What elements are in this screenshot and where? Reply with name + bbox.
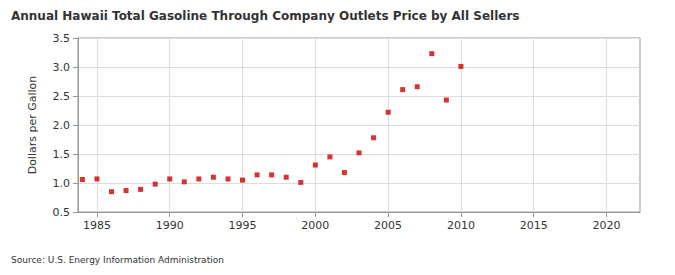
svg-text:2020: 2020: [593, 219, 621, 232]
svg-text:1990: 1990: [156, 219, 184, 232]
svg-text:1985: 1985: [83, 219, 111, 232]
svg-text:Annual Hawaii Total Gasoline T: Annual Hawaii Total Gasoline Through Com…: [11, 9, 519, 23]
svg-text:2000: 2000: [301, 219, 329, 232]
svg-text:3.5: 3.5: [53, 32, 71, 45]
svg-text:0.5: 0.5: [53, 206, 71, 219]
svg-text:2.0: 2.0: [53, 119, 71, 132]
svg-text:Dollars per Gallon: Dollars per Gallon: [26, 76, 39, 175]
svg-text:3.0: 3.0: [53, 61, 71, 74]
svg-text:2010: 2010: [447, 219, 475, 232]
svg-text:2005: 2005: [374, 219, 402, 232]
svg-text:1.0: 1.0: [53, 177, 71, 190]
svg-text:1.5: 1.5: [53, 148, 71, 161]
svg-text:1995: 1995: [229, 219, 257, 232]
svg-text:Source: U.S. Energy Informatio: Source: U.S. Energy Information Administ…: [11, 255, 224, 265]
svg-text:2015: 2015: [520, 219, 548, 232]
svg-text:2.5: 2.5: [53, 90, 71, 103]
